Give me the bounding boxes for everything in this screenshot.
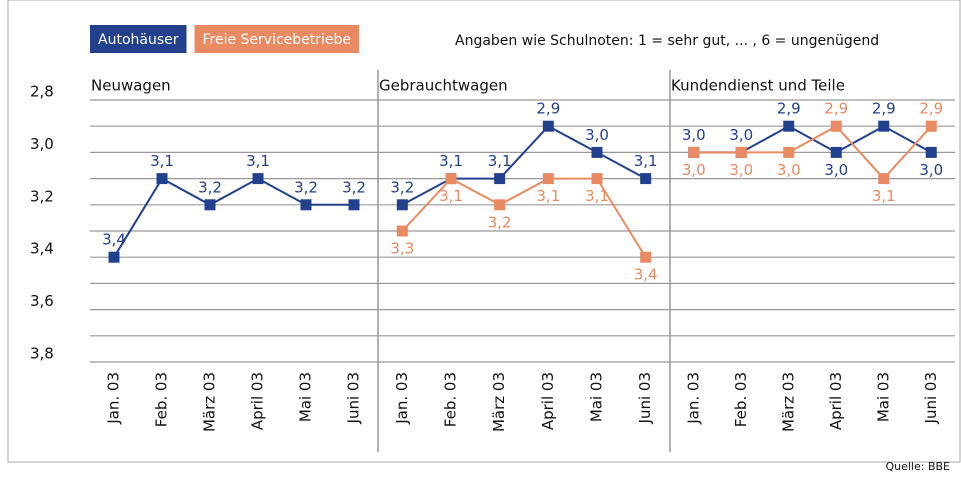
data-label: 2,9 [536,100,560,118]
legend-swatch [90,25,187,53]
marker [156,173,168,185]
line [693,124,932,181]
x-tick-label: Jan. 03 [393,372,411,425]
data-label: 3,0 [682,126,706,144]
marker [591,173,603,185]
marker [688,146,700,158]
data-label: 3,0 [729,161,753,179]
marker [783,146,795,158]
marker [735,146,747,158]
marker [640,173,652,185]
x-tick-label: Juni 03 [636,372,654,424]
marker [878,120,890,132]
marker [494,173,506,185]
y-tick-label: 3,8 [30,345,54,363]
data-label: 3,3 [390,240,414,258]
marker [204,199,216,211]
data-label: 2,9 [777,100,801,118]
legend-label: Autohäuser [98,32,179,48]
marker [108,251,120,263]
data-label: 3,0 [824,161,848,179]
x-tick-label: Feb. 03 [732,372,750,427]
frame [7,0,961,463]
x-tick-label: April 03 [827,372,845,430]
x-tick-label: Mai 03 [874,372,892,422]
data-label: 3,0 [729,126,753,144]
data-label: 3,1 [634,152,658,170]
data-label: 2,9 [824,100,848,118]
data-label: 3,0 [777,161,801,179]
data-label: 3,1 [872,187,896,205]
data-label: 3,1 [439,152,463,170]
y-tick-label: 3,6 [30,292,54,310]
x-tick-label: März 03 [490,372,508,432]
data-label: 3,1 [536,187,560,205]
y-tick-label: 3,4 [30,240,54,258]
x-tick-label: März 03 [779,372,797,432]
panel-title: Gebrauchtwagen [379,77,508,95]
marker [396,199,408,211]
line [113,177,354,258]
note: Angaben wie Schulnoten: 1 = sehr gut, ..… [455,33,879,49]
data-label: 3,2 [488,213,512,231]
marker [494,199,506,211]
marker [348,199,360,211]
line [401,177,647,258]
y-tick-label: 3,2 [30,187,54,205]
marker [830,146,842,158]
data-label: 3,4 [102,231,126,249]
x-tick-label: Mai 03 [588,372,606,422]
marker [925,120,937,132]
x-tick-label: März 03 [201,372,219,432]
panel-title: Neuwagen [91,77,171,95]
marker [830,120,842,132]
x-tick-label: Jan. 03 [105,372,123,425]
marker [925,146,937,158]
marker [542,120,554,132]
data-label: 3,2 [294,178,318,196]
data-label: 2,9 [872,100,896,118]
marker [252,173,264,185]
marker [300,199,312,211]
data-label: 3,1 [585,187,609,205]
legend-label: Freie Servicebetriebe [203,32,352,48]
marker [783,120,795,132]
line [401,124,647,206]
marker [445,173,457,185]
x-tick-label: Mai 03 [297,372,315,422]
data-label: 3,2 [198,178,222,196]
data-label: 3,1 [246,152,270,170]
source: Quelle: BBE [885,460,950,473]
y-tick-label: 3,0 [30,135,54,153]
x-tick-label: Jan. 03 [684,372,702,425]
x-tick-label: Juni 03 [345,372,363,424]
x-tick-label: Juni 03 [922,372,940,424]
x-tick-label: Feb. 03 [442,372,460,427]
data-label: 3,1 [488,152,512,170]
legend-swatch [194,25,360,53]
marker [640,251,652,263]
data-label: 3,1 [150,152,174,170]
data-label: 3,4 [634,266,658,284]
data-label: 3,0 [585,126,609,144]
data-label: 3,0 [919,161,943,179]
marker [542,173,554,185]
data-label: 2,9 [919,100,943,118]
panel-title: Kundendienst und Teile [671,77,845,95]
x-tick-label: Feb. 03 [153,372,171,427]
y-tick-label: 2,8 [30,83,54,101]
data-label: 3,0 [682,161,706,179]
x-tick-label: April 03 [539,372,557,430]
marker [591,146,603,158]
marker [878,173,890,185]
x-tick-label: April 03 [249,372,267,430]
data-label: 3,2 [342,178,366,196]
data-label: 3,1 [439,187,463,205]
marker [396,225,408,237]
data-label: 3,2 [390,178,414,196]
